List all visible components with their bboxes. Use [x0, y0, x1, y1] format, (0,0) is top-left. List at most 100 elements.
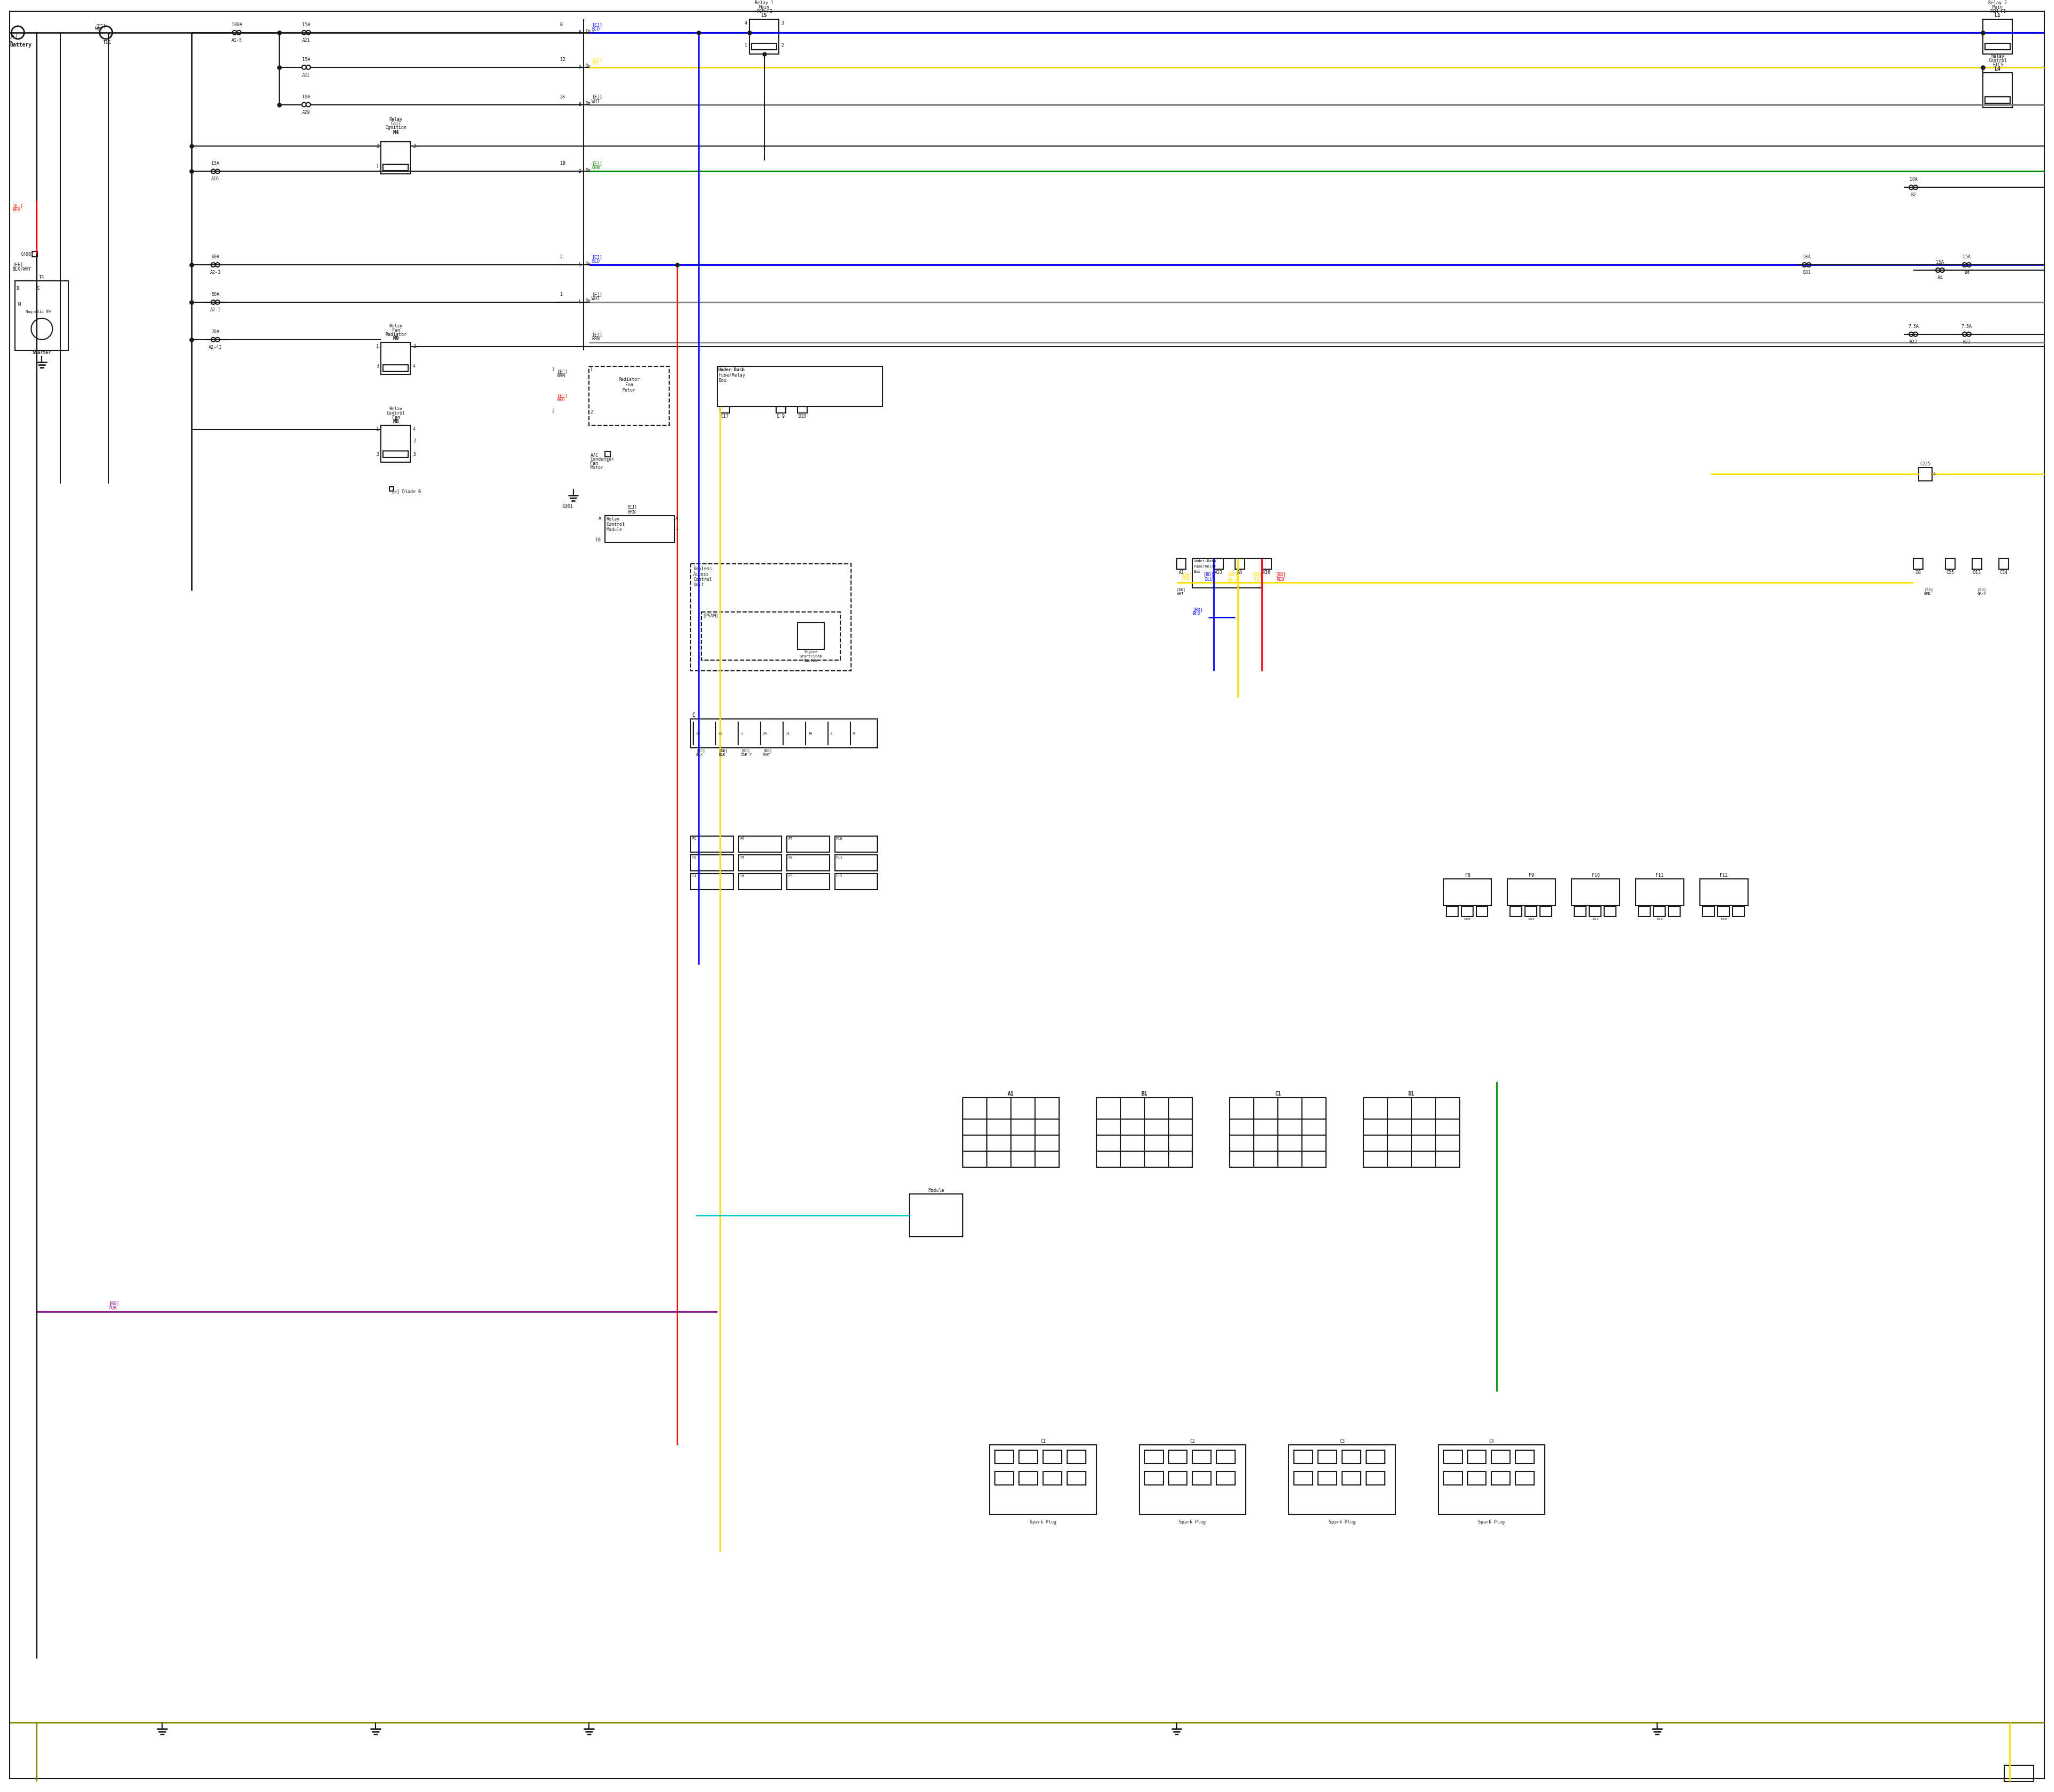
- Text: [EJ]: [EJ]: [592, 57, 602, 63]
- Text: 1A: 1A: [807, 731, 811, 735]
- Text: 3: 3: [376, 452, 378, 457]
- Bar: [1510, 907, 1522, 916]
- Text: [BD]: [BD]: [1226, 572, 1239, 577]
- Text: 1: 1: [109, 39, 111, 45]
- Bar: [1732, 907, 1744, 916]
- Bar: [1230, 1098, 1327, 1167]
- Text: Relay: Relay: [388, 324, 403, 328]
- Bar: [1364, 1098, 1460, 1167]
- Bar: [1717, 907, 1729, 916]
- Text: BLU: BLU: [592, 27, 600, 32]
- Bar: [1604, 907, 1616, 916]
- Bar: [1701, 878, 1748, 905]
- Text: A29: A29: [302, 109, 310, 115]
- Text: [EJ]: [EJ]: [592, 161, 602, 167]
- Text: Spark Plug: Spark Plug: [1179, 1520, 1206, 1525]
- Text: 50A: 50A: [212, 292, 220, 297]
- Text: 2: 2: [413, 143, 415, 149]
- Bar: [1144, 1471, 1163, 1486]
- Bar: [690, 837, 733, 853]
- Text: [BK]: [BK]: [1181, 572, 1193, 577]
- Text: L1: L1: [1994, 13, 2001, 18]
- Bar: [1639, 907, 1649, 916]
- Text: RED: RED: [557, 398, 565, 401]
- Text: Magnetic SW: Magnetic SW: [27, 310, 51, 314]
- Bar: [1216, 1450, 1234, 1464]
- Text: Starter: Starter: [33, 349, 51, 355]
- Bar: [750, 20, 778, 54]
- Text: D13: D13: [1974, 570, 1980, 575]
- Bar: [787, 873, 830, 889]
- Text: YEL: YEL: [592, 61, 600, 66]
- Bar: [1234, 559, 1245, 570]
- Text: OR/4: OR/4: [1226, 577, 1239, 582]
- Text: Coil: Coil: [390, 122, 401, 125]
- Text: Relay: Relay: [388, 407, 403, 410]
- Text: 10A: 10A: [1803, 254, 1810, 260]
- Bar: [1982, 73, 2013, 108]
- Text: WHT: WHT: [94, 27, 103, 32]
- Text: xxx: xxx: [1465, 918, 1471, 921]
- Text: F6: F6: [739, 874, 744, 878]
- Text: Control: Control: [606, 521, 624, 527]
- Text: F11: F11: [1656, 873, 1664, 878]
- Text: Engine: Engine: [803, 650, 817, 654]
- Text: 1: 1: [376, 163, 378, 168]
- Text: [BD]
CAR-Y: [BD] CAR-Y: [741, 749, 752, 756]
- Bar: [1635, 878, 1684, 905]
- Text: C1: C1: [1039, 1439, 1045, 1444]
- Text: Fan: Fan: [392, 416, 401, 419]
- Text: 9: 9: [579, 65, 581, 70]
- Text: Dn: Dn: [585, 299, 592, 303]
- Text: [BD]
WHT: [BD] WHT: [764, 749, 772, 756]
- Bar: [787, 855, 830, 871]
- Text: Spark Plug: Spark Plug: [1329, 1520, 1356, 1525]
- Text: 60A: 60A: [212, 254, 220, 260]
- Text: B31: B31: [1803, 271, 1810, 274]
- Text: [EJ]: [EJ]: [592, 22, 602, 27]
- Bar: [1169, 1450, 1187, 1464]
- Text: M4: M4: [392, 131, 398, 136]
- Text: Fuse/Relay: Fuse/Relay: [719, 373, 746, 378]
- Text: 8: 8: [579, 30, 581, 34]
- Text: 1: 1: [606, 459, 610, 462]
- Text: 1: 1: [744, 43, 748, 48]
- Text: 12: 12: [561, 57, 565, 63]
- Text: [x] Diode B: [x] Diode B: [392, 489, 421, 495]
- Text: [EE]: [EE]: [12, 262, 23, 267]
- Bar: [1169, 1471, 1187, 1486]
- Text: 8: 8: [561, 22, 563, 27]
- Text: Condenser: Condenser: [589, 457, 614, 462]
- Text: [BD]: [BD]: [1276, 572, 1286, 577]
- Text: [PSAM]: [PSAM]: [702, 613, 719, 618]
- Text: F3: F3: [692, 874, 696, 878]
- Bar: [2005, 1765, 2033, 1781]
- Text: F4: F4: [739, 837, 744, 840]
- Bar: [1444, 1450, 1462, 1464]
- Text: 28: 28: [561, 95, 565, 99]
- Bar: [380, 142, 411, 174]
- Text: 10A: 10A: [302, 95, 310, 99]
- Text: D10: D10: [799, 414, 807, 419]
- Bar: [797, 622, 824, 649]
- Text: A1-5: A1-5: [232, 38, 242, 43]
- Text: B1: B1: [1142, 1091, 1148, 1097]
- Text: A: A: [598, 516, 602, 521]
- Text: 3: 3: [781, 22, 785, 25]
- Text: GRN: GRN: [592, 165, 600, 170]
- Text: [BD]: [BD]: [1204, 572, 1214, 577]
- Text: Fan: Fan: [589, 461, 598, 466]
- Text: C: C: [692, 711, 694, 717]
- Bar: [1319, 1450, 1337, 1464]
- Text: 7.5A: 7.5A: [1908, 324, 1918, 330]
- Text: Fan: Fan: [392, 328, 401, 333]
- Text: 3: 3: [376, 143, 378, 149]
- Text: F2: F2: [692, 857, 696, 858]
- Text: F9: F9: [1528, 873, 1534, 878]
- Text: F8: F8: [789, 857, 793, 858]
- Text: 11: 11: [785, 731, 789, 735]
- Text: 4: 4: [744, 22, 748, 25]
- Text: 4: 4: [676, 527, 678, 532]
- Text: ORN: ORN: [1181, 577, 1189, 581]
- Text: 10A: 10A: [1910, 177, 1916, 183]
